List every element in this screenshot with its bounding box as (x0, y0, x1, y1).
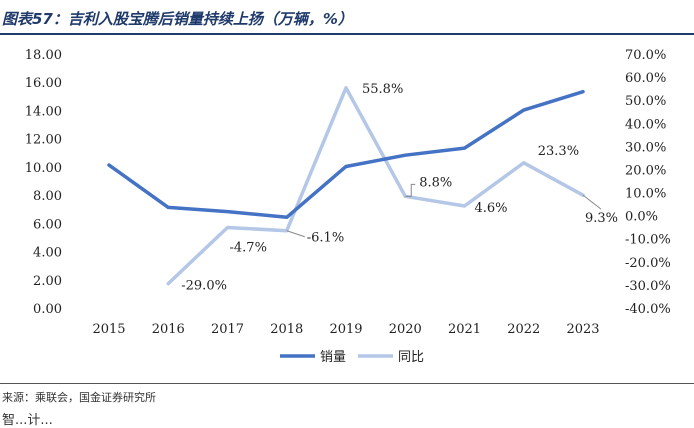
y-left-tick-label: 12.00 (25, 133, 62, 148)
legend-label-yoy: 同比 (398, 350, 424, 365)
data-label-leader (286, 230, 305, 238)
y-left-tick-label: 8.00 (33, 189, 62, 204)
series-line-sales (107, 89, 585, 220)
x-tick-label: 2015 (92, 322, 125, 337)
data-label-yoy: 8.8% (419, 175, 452, 190)
y-right-tick-label: -20.0% (625, 256, 671, 271)
data-label-leader (582, 194, 602, 210)
x-tick-label: 2021 (448, 322, 481, 337)
y-right-tick-label: 40.0% (625, 117, 666, 132)
data-label-yoy: -6.1% (307, 231, 344, 246)
data-label-yoy: -29.0% (181, 279, 227, 294)
y-right-tick-label: -10.0% (625, 233, 671, 248)
data-label-leader (405, 183, 416, 197)
y-right-tick-label: 0.0% (625, 210, 658, 225)
y-left-tick-label: 2.00 (33, 274, 62, 289)
data-label-yoy: 9.3% (585, 211, 618, 226)
title-bar: 图表57：吉利入股宝腾后销量持续上扬（万辆，%） (0, 0, 694, 35)
data-label-yoy: 4.6% (475, 201, 508, 216)
series-line-yoy (166, 86, 585, 286)
title-divider (0, 33, 694, 35)
x-tick-label: 2020 (389, 322, 422, 337)
y-right-tick-label: -40.0% (625, 302, 671, 317)
y-left-tick-label: 0.00 (33, 302, 62, 317)
chart-canvas: 0.00 2.00 4.00 6.00 8.00 10.00 12.00 14.00 16.00… (25, 48, 671, 365)
cutoff-text: 智...计... (2, 413, 53, 428)
y-left-tick-label: 4.00 (33, 246, 62, 261)
x-tick-label: 2017 (211, 322, 244, 337)
y-right-tick-label: 30.0% (625, 140, 666, 155)
y-right-tick-label: 70.0% (625, 48, 666, 63)
y-left-tick-label: 18.00 (25, 48, 62, 63)
y-right-tick-label: 10.0% (625, 187, 666, 202)
x-tick-label: 2023 (566, 322, 599, 337)
y-left-tick-label: 10.00 (25, 161, 62, 176)
chart-title: 图表57：吉利入股宝腾后销量持续上扬（万辆，%） (2, 10, 353, 28)
data-label-yoy: -4.7% (230, 240, 267, 255)
data-label-yoy: 55.8% (362, 82, 403, 97)
source-note: 来源：乘联会，国金证券研究所 (2, 391, 156, 404)
x-tick-label: 2018 (270, 322, 303, 337)
source-divider (0, 383, 694, 384)
y-left-tick-label: 14.00 (25, 104, 62, 119)
x-tick-label: 2016 (152, 322, 185, 337)
y-right-tick-label: 60.0% (625, 71, 666, 86)
x-tick-label: 2019 (329, 322, 362, 337)
x-tick-label: 2022 (507, 322, 540, 337)
y-left-tick-label: 6.00 (33, 217, 62, 232)
data-label-yoy: 23.3% (538, 144, 579, 159)
legend-label-sales: 销量 (320, 350, 346, 365)
y-right-tick-label: 20.0% (625, 163, 666, 178)
y-left-tick-label: 16.00 (25, 76, 62, 91)
y-right-tick-label: 50.0% (625, 94, 666, 109)
y-right-tick-label: -30.0% (625, 279, 671, 294)
